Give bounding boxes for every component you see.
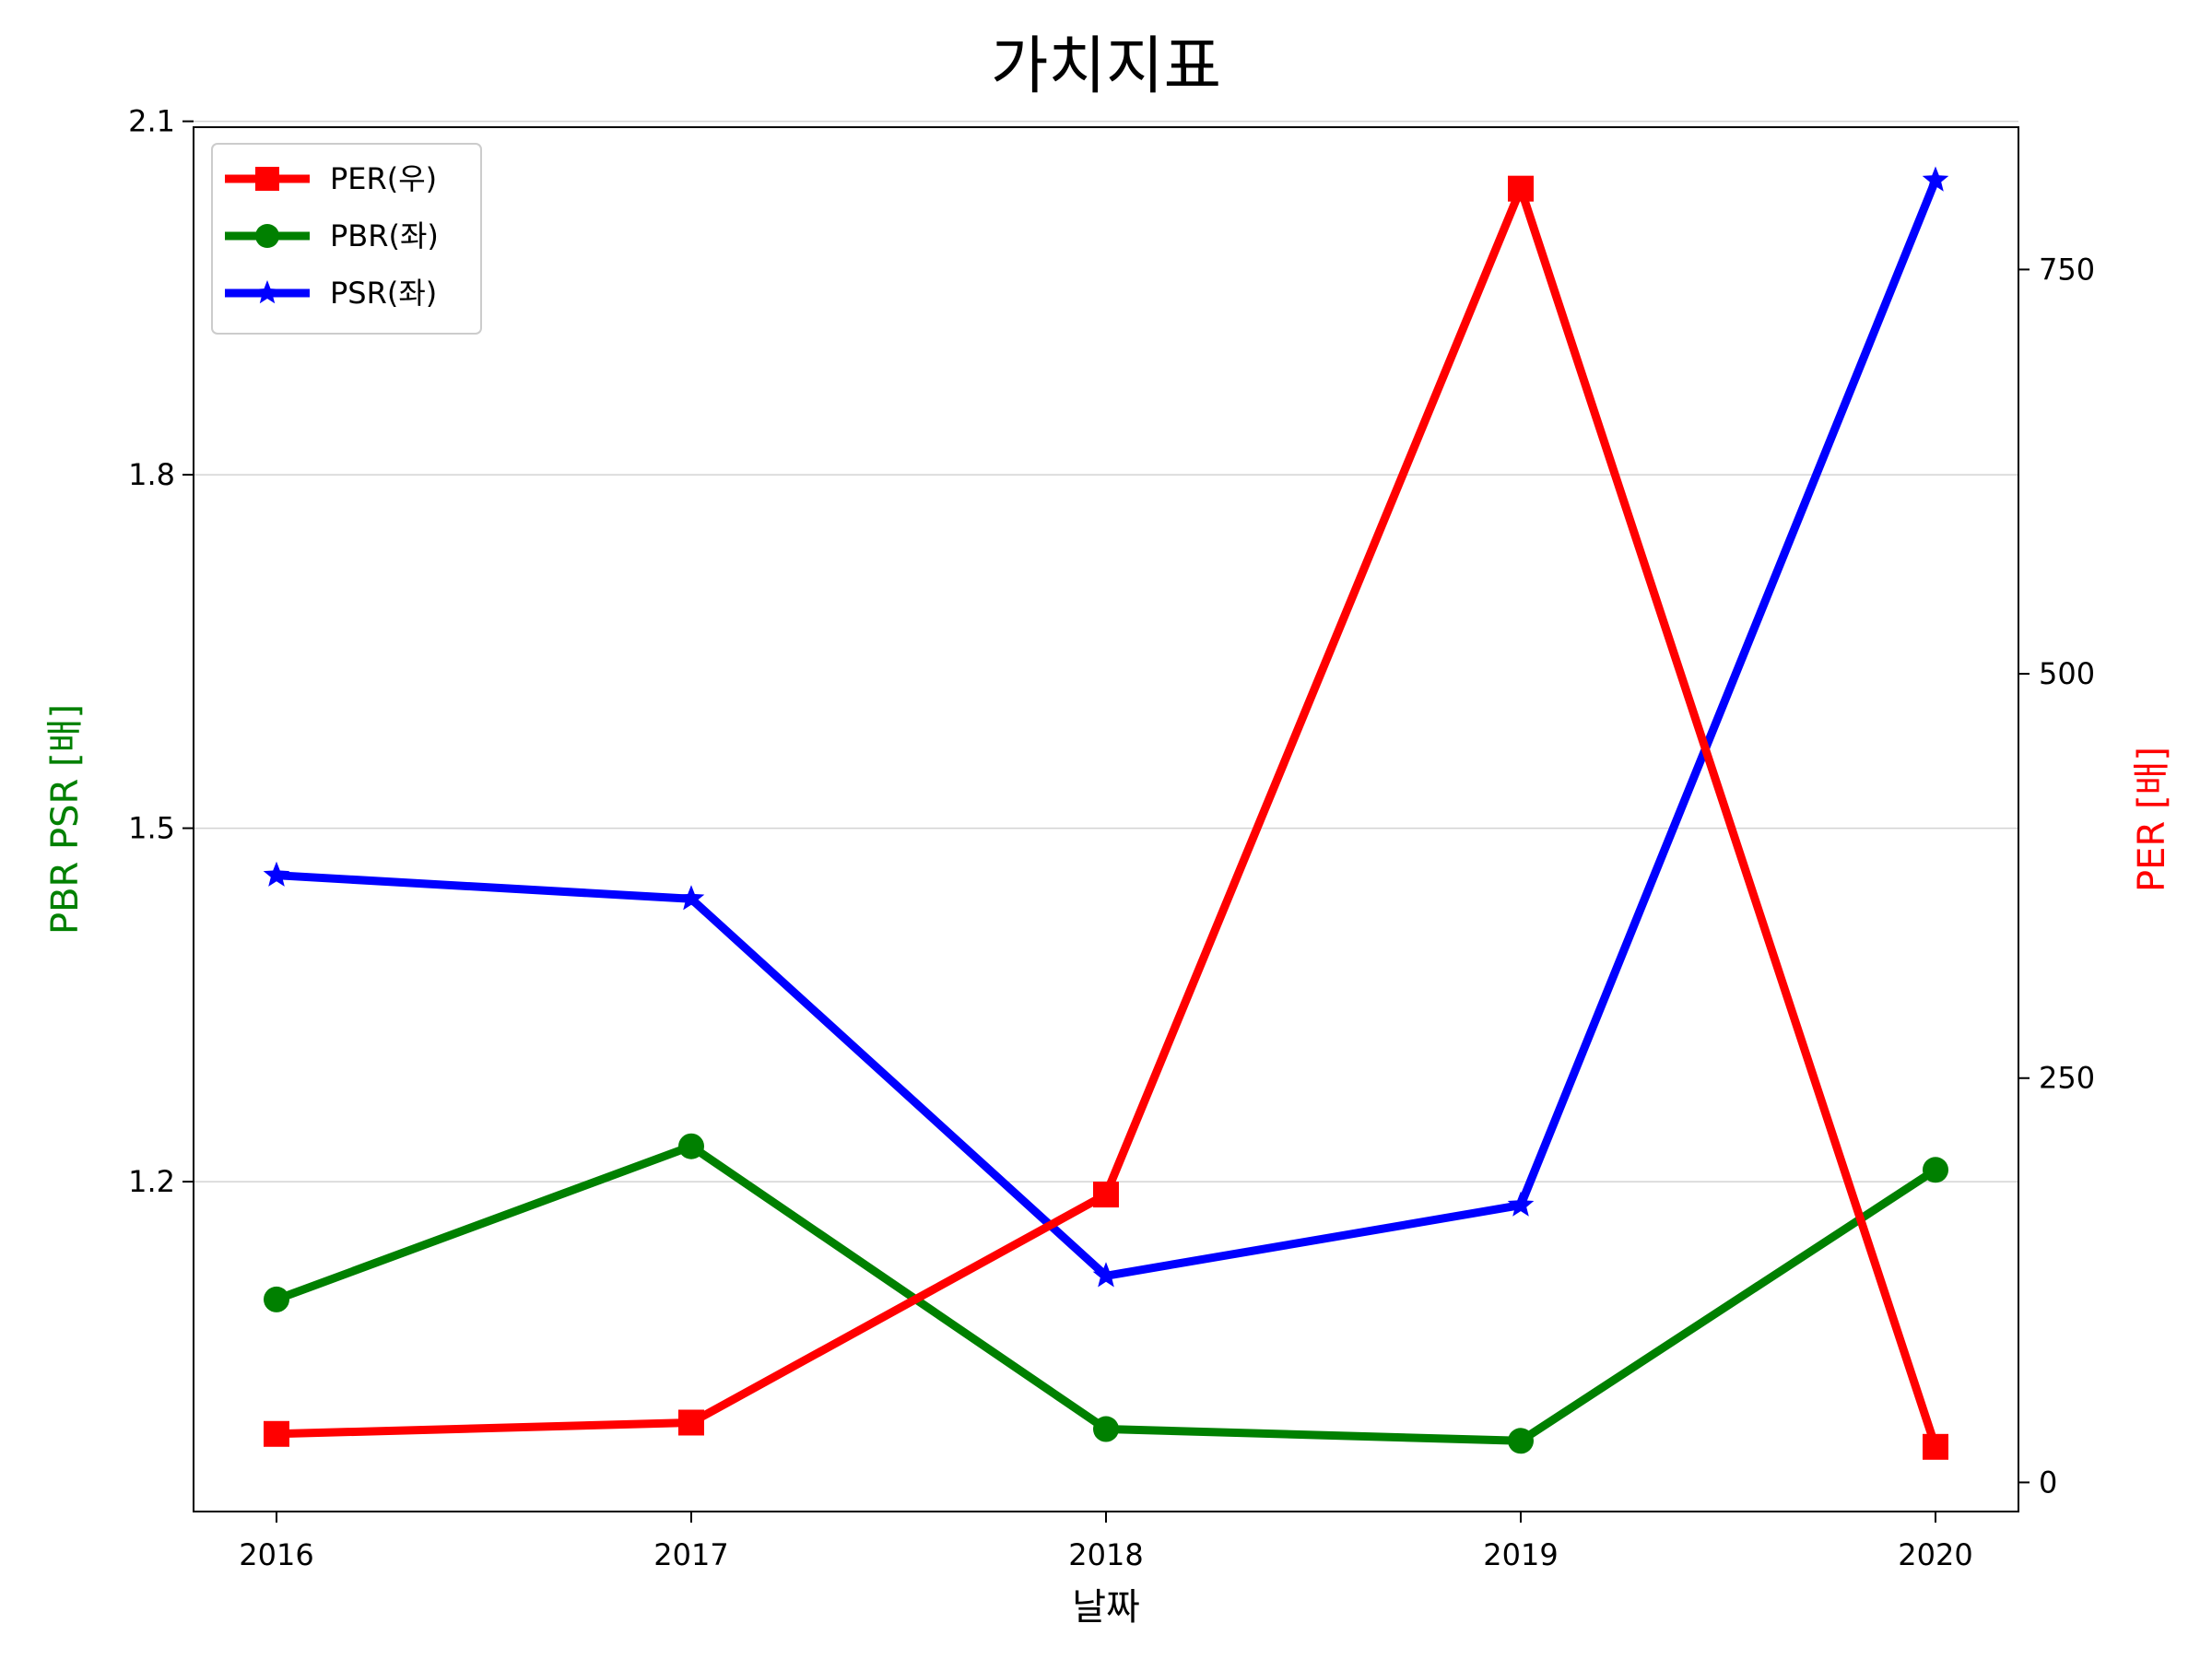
x-tick-label-2020: 2020 (1898, 1537, 1972, 1572)
y-axis-right-label: PER [배] (2131, 747, 2173, 892)
legend-marker-per (255, 167, 279, 191)
x-axis: 2016 2017 2018 2019 2020 (239, 1512, 1973, 1572)
point-psr-2016 (263, 861, 290, 887)
point-psr-2019 (1507, 1191, 1535, 1217)
y-left-tick-label-1.8: 1.8 (128, 457, 175, 492)
x-tick-label-2016: 2016 (239, 1537, 313, 1572)
point-pbr-2018 (1093, 1416, 1119, 1442)
point-psr-2018 (1092, 1262, 1120, 1288)
legend-label-per: PER(우) (330, 161, 437, 196)
point-psr-2017 (677, 885, 705, 911)
series-per (264, 175, 1948, 1460)
legend-item-psr: PSR(좌) (225, 276, 437, 311)
point-per-2016 (264, 1420, 289, 1447)
y-left-tick-label-1.5: 1.5 (128, 811, 175, 846)
x-axis-label: 날짜 (1072, 1586, 1140, 1629)
point-pbr-2020 (1923, 1157, 1948, 1183)
y-right-tick-label-250: 250 (2039, 1061, 2095, 1096)
series-psr (263, 166, 1949, 1288)
y-left-tick-label-2.1: 2.1 (128, 104, 175, 139)
y-right-tick-label-0: 0 (2039, 1465, 2057, 1500)
legend: PER(우) PBR(좌) PSR(좌) (211, 143, 482, 335)
legend-label-psr: PSR(좌) (330, 276, 437, 311)
y-left-tick-label-1.2: 1.2 (128, 1164, 175, 1199)
point-per-2017 (678, 1409, 704, 1436)
point-per-2020 (1923, 1433, 1948, 1460)
series-pbr (264, 1133, 1948, 1454)
point-per-2018 (1093, 1182, 1119, 1208)
y-right-tick-label-750: 750 (2039, 252, 2095, 287)
x-tick-label-2018: 2018 (1068, 1537, 1143, 1572)
legend-marker-pbr (255, 224, 279, 248)
legend-item-per: PER(우) (225, 161, 437, 196)
legend-marker-psr (254, 280, 280, 304)
y-axis-left: 1.2 1.5 1.8 2.1 (128, 104, 194, 1199)
point-pbr-2019 (1508, 1428, 1534, 1454)
x-tick-label-2017: 2017 (653, 1537, 728, 1572)
legend-item-pbr: PBR(좌) (225, 218, 439, 253)
grid-lines (194, 120, 2018, 1182)
y-axis-left-label: PBR PSR [배] (44, 704, 87, 935)
point-pbr-2017 (678, 1133, 704, 1159)
chart-title: 가치지표 (991, 30, 1221, 103)
point-psr-2020 (1922, 166, 1949, 192)
point-pbr-2016 (264, 1286, 289, 1312)
legend-box (211, 143, 482, 335)
y-right-tick-label-500: 500 (2039, 656, 2095, 691)
y-axis-right: 0 250 500 750 (2018, 252, 2095, 1500)
series-layer (263, 166, 1949, 1460)
x-tick-label-2019: 2019 (1483, 1537, 1558, 1572)
legend-label-pbr: PBR(좌) (330, 218, 439, 253)
point-per-2019 (1508, 175, 1534, 202)
